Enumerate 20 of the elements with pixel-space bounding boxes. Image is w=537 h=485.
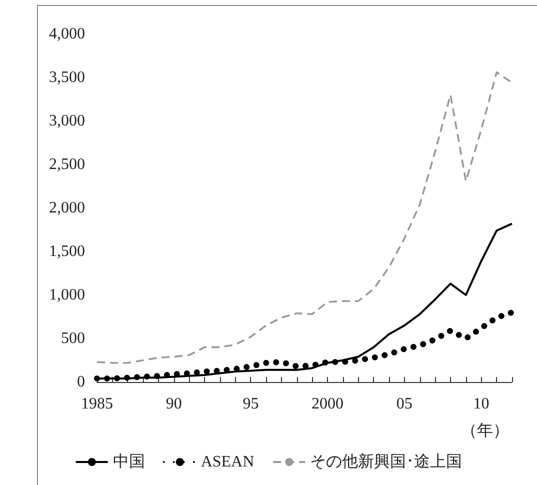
legend-label: ASEAN [200,454,255,470]
x-axis-title: （年） [461,422,509,440]
x-tick-label: 90 [166,396,182,412]
x-tick-label: 95 [242,396,259,412]
legend-label: その他新興国･途上国 [310,452,462,470]
y-tick-label: 1,000 [49,286,85,304]
x-tick-label: 05 [396,396,412,412]
legend-label: 中国 [112,452,145,470]
x-tick-label: 1985 [81,396,113,412]
x-tick-label: 2000 [312,396,344,412]
y-tick-label: 3,000 [49,112,85,130]
y-tick-label: 500 [61,330,85,347]
y-tick-label: 2,500 [49,156,85,173]
line-series [96,71,513,364]
x-tick-label: 10 [473,396,490,412]
y-tick-label: 4,000 [49,26,85,42]
y-tick-label: 2,000 [49,200,85,216]
y-tick-label: 3,500 [49,69,85,86]
y-tick-label: 1,500 [49,243,85,260]
y-tick-label: 0 [77,374,85,390]
